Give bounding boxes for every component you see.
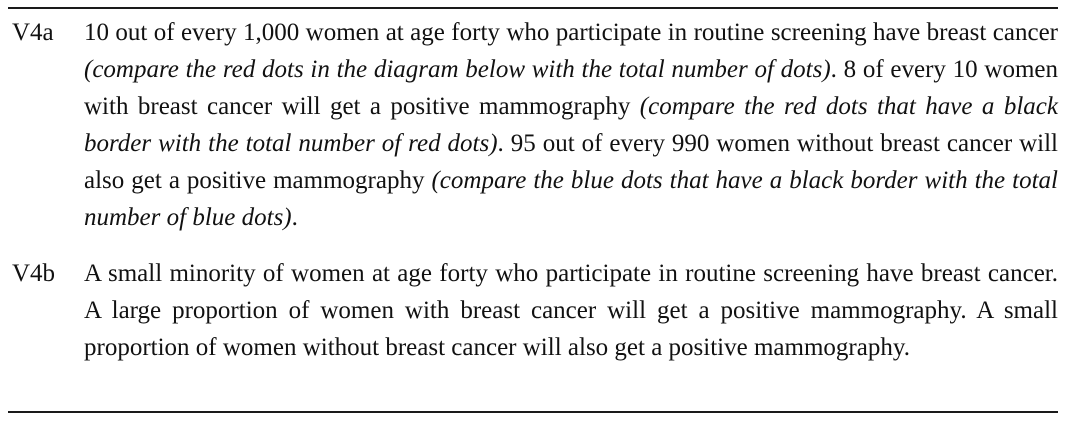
table-row-v4a: V4a 10 out of every 1,000 women at age f… [8, 14, 1058, 236]
table-row-v4b: V4b A small minority of women at age for… [8, 255, 1058, 366]
v4a-text-segment: 10 out of every 1,000 women at age forty… [84, 19, 1058, 46]
row-label-v4b: V4b [12, 260, 56, 287]
v4a-text-segment: . 8 of every 10 women with breast cancer… [84, 56, 1058, 120]
row-label-v4a: V4a [12, 19, 54, 46]
v4a-text-segment: . 95 out of every 990 women without brea… [84, 130, 1058, 194]
v4a-italic-segment: (compare the blue dots that have a black… [84, 167, 1058, 231]
v4a-italic-segment: (compare the red dots in the diagram bel… [84, 56, 831, 83]
table-bottom-rule [8, 411, 1058, 413]
row-text-v4a: 10 out of every 1,000 women at age forty… [84, 14, 1058, 236]
v4a-text-segment: . [291, 204, 298, 231]
v4b-text-segment: A small minority of women at age forty w… [84, 260, 1058, 361]
table-top-rule [8, 7, 1058, 9]
v4a-italic-segment: (compare the red dots that have a black … [84, 93, 1058, 157]
row-text-v4b: A small minority of women at age forty w… [84, 255, 1058, 366]
